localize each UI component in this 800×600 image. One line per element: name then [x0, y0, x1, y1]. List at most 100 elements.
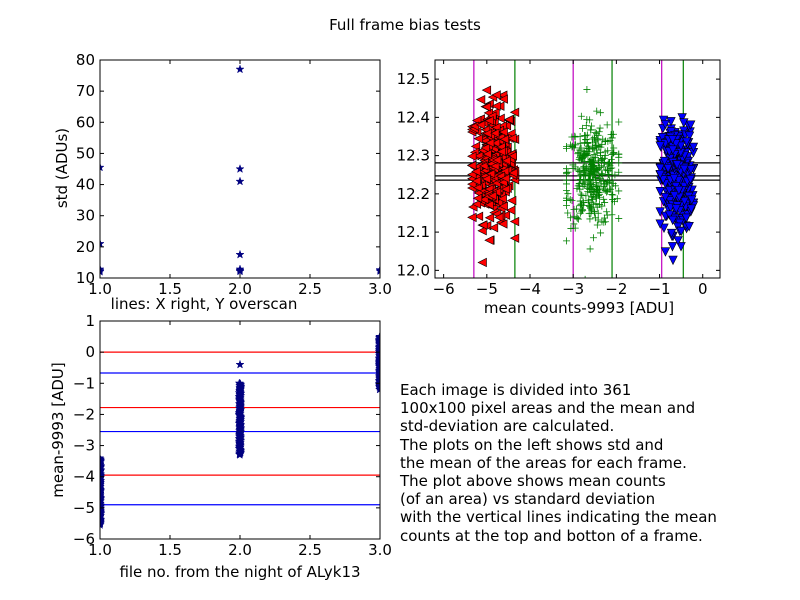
scatter-point [674, 185, 684, 196]
scatter-point [590, 151, 598, 159]
scatter-point [495, 113, 505, 124]
scatter-point [487, 191, 497, 201]
mean-xtick-label: 2.0 [228, 541, 252, 559]
scatter-point [583, 116, 591, 124]
std-point [235, 164, 245, 174]
scatter-point [585, 169, 593, 177]
scatter-point [571, 224, 579, 232]
mean-xtick-label: 2.5 [298, 541, 322, 559]
scatter-point [584, 187, 592, 195]
scatter-point [577, 190, 585, 198]
scatter-point [588, 205, 596, 213]
scatter-point [609, 196, 617, 204]
scatter-point [586, 202, 594, 210]
scatter-point [659, 223, 669, 234]
scatter-point [582, 122, 590, 130]
scatter-point [571, 132, 579, 140]
scatter-point [659, 156, 670, 167]
description-line: (of an area) vs standard deviation [400, 490, 656, 509]
std-ytick-label: 20 [76, 238, 95, 256]
scatter-point [491, 90, 501, 100]
description-line: The plot above shows mean counts [400, 472, 666, 491]
scatter-point [590, 165, 598, 173]
std-ytick-label: 60 [76, 113, 95, 131]
scatter-point [509, 233, 520, 243]
scatter-point [655, 163, 665, 174]
scatter-point [667, 242, 678, 252]
description-line: counts at the top and botton of a frame. [400, 526, 703, 545]
scatter-point [655, 187, 665, 197]
scatter-point [579, 182, 587, 190]
std-xtick-label: 2.0 [228, 280, 252, 298]
scatter-ytick-label: 12.5 [397, 70, 430, 88]
std-ytick-label: 50 [76, 144, 95, 162]
scatter-point [562, 165, 570, 173]
scatter-point [591, 128, 599, 136]
scatter-point [588, 144, 596, 152]
scatter-plot-xlabel: mean counts-9993 [ADU] [484, 299, 674, 317]
scatter-point [676, 242, 686, 252]
scatter-point [473, 133, 483, 144]
scatter-point [679, 164, 689, 175]
scatter-point [606, 165, 614, 173]
scatter-point [594, 191, 602, 199]
scatter-point [587, 122, 595, 130]
scatter-point [564, 190, 572, 198]
scatter-point [664, 210, 675, 220]
scatter-point [660, 247, 671, 257]
scatter-point [578, 207, 586, 215]
scatter-point [611, 171, 619, 179]
scatter-point [564, 209, 572, 217]
scatter-point [583, 140, 591, 148]
scatter-point [584, 131, 592, 139]
scatter-point [467, 151, 477, 161]
scatter-point [598, 170, 606, 178]
scatter-point [615, 168, 623, 176]
scatter-point [681, 213, 691, 223]
std-xtick-label: 2.5 [298, 280, 322, 298]
scatter-point [501, 155, 511, 166]
scatter-point [679, 118, 689, 128]
mean-point [235, 359, 245, 369]
scatter-point [484, 213, 495, 223]
scatter-point [508, 168, 518, 178]
scatter-point [496, 146, 506, 157]
description-line: Each image is divided into 361 [400, 381, 632, 399]
scatter-point [582, 192, 590, 200]
scatter-point [595, 171, 603, 179]
std-point [100, 238, 105, 248]
std-plot-xlabel: lines: X right, Y overscan [111, 295, 298, 313]
scatter-point [668, 145, 678, 155]
mean-xtick-label: 3.0 [368, 541, 392, 559]
scatter-point [601, 199, 609, 207]
scatter-point [566, 196, 574, 204]
scatter-plot-area [435, 60, 720, 278]
mean-plot-area [100, 321, 380, 539]
scatter-point [687, 195, 697, 205]
scatter-point [576, 154, 584, 162]
scatter-ytick-label: 12.3 [397, 147, 430, 165]
std-point [100, 266, 105, 276]
scatter-point [490, 128, 500, 138]
scatter-point [477, 257, 487, 268]
scatter-point [583, 150, 591, 158]
scatter-ytick-label: 12.0 [397, 261, 430, 279]
scatter-point [475, 94, 486, 105]
scatter-point [686, 204, 697, 214]
scatter-point [482, 149, 492, 159]
scatter-point [608, 190, 616, 198]
std-vs-lines-plot: lines: X right, Y overscan std (ADUs) 1.… [53, 51, 392, 313]
scatter-point [575, 215, 583, 223]
scatter-axes-frame [434, 59, 721, 279]
scatter-point [475, 120, 486, 130]
scatter-point [498, 201, 508, 211]
scatter-point [609, 180, 617, 188]
scatter-point [600, 218, 608, 226]
scatter-point [688, 142, 699, 153]
scatter-xtick-label: −4 [519, 280, 541, 298]
scatter-point [491, 101, 501, 111]
scatter-point [593, 107, 601, 115]
std-ytick-label: 30 [76, 207, 95, 225]
scatter-point [597, 149, 605, 157]
